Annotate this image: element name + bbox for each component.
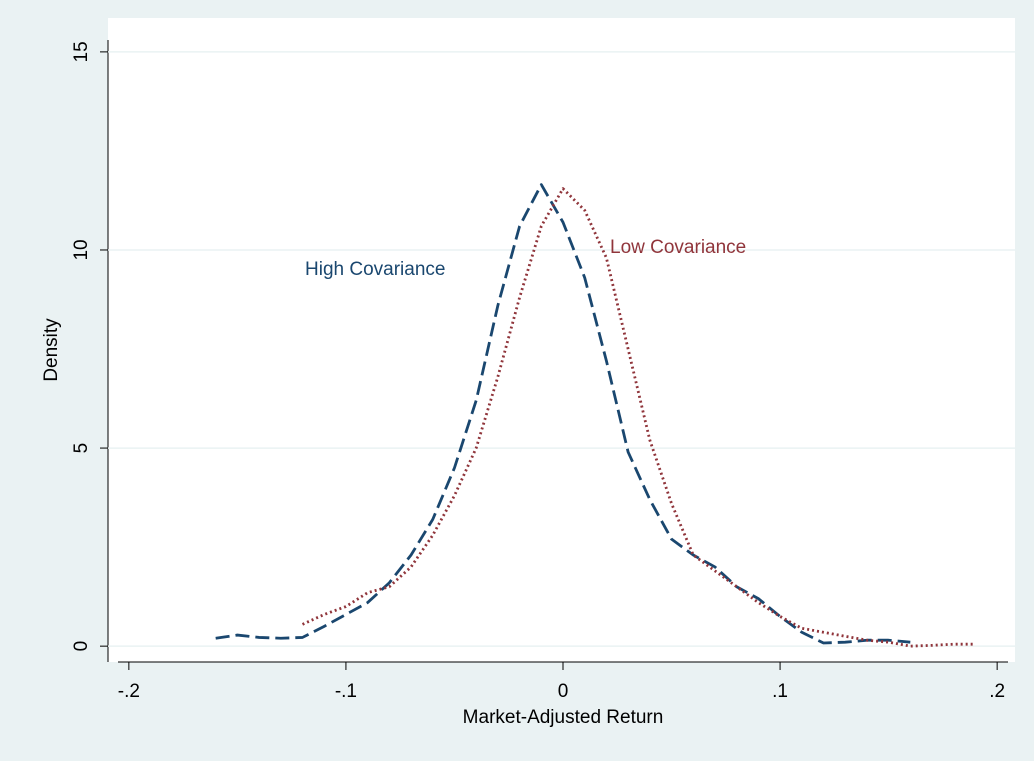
x-tick-label: 0 — [558, 681, 569, 702]
x-axis-title: Market-Adjusted Return — [463, 707, 664, 728]
series-label: High Covariance — [305, 259, 445, 280]
density-line — [215, 183, 911, 645]
series-label: Low Covariance — [610, 237, 746, 258]
y-tick-label: 0 — [71, 641, 92, 652]
x-tick-label: .1 — [772, 681, 788, 702]
y-tick-label: 5 — [71, 443, 92, 454]
x-tick-label: .2 — [989, 681, 1005, 702]
y-axis-title: Density — [41, 318, 62, 382]
y-tick-label: 10 — [71, 239, 92, 260]
density-line — [301, 187, 976, 648]
x-tick-label: -.2 — [118, 681, 140, 702]
y-tick-label: 15 — [71, 41, 92, 62]
plot-area — [108, 18, 1015, 662]
x-tick-label: -.1 — [335, 681, 357, 702]
